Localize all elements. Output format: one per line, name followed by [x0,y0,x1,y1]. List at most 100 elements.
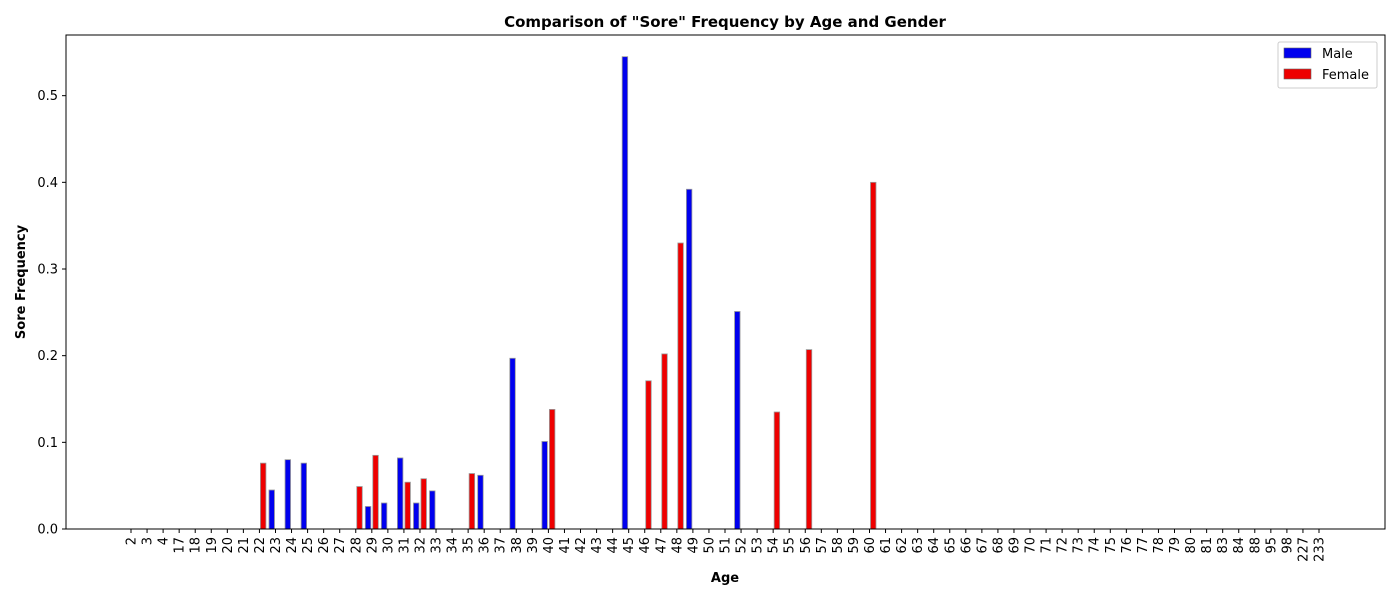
y-axis: 0.0 0.1 0.2 0.3 0.4 0.5 [37,89,66,538]
x-tick-label: 73 [1072,537,1087,554]
x-tick-label: 59 [847,537,862,554]
x-tick-label: 95 [1264,537,1279,554]
x-tick-label: 2 [125,537,140,545]
x-tick-label: 52 [735,537,750,554]
y-tick-label: 0.3 [37,263,58,278]
bar-female-29 [372,454,379,530]
bar-female-56 [805,349,813,530]
bar-male-49 [685,188,693,530]
bar-male-25 [300,462,307,530]
x-tick-label: 19 [205,537,220,554]
legend-label-female: Female [1322,68,1369,83]
x-tick-label: 4 [157,537,172,545]
x-tick-label: 53 [751,537,766,554]
x-tick-label: 98 [1280,537,1295,554]
bars-layer [260,56,877,530]
x-tick-label: 57 [815,537,830,554]
x-tick-label: 30 [381,537,396,554]
y-tick-label: 0.5 [37,89,58,104]
x-axis: 2 3 4 17 18 19 20 21 22 23 24 25 26 27 28 29 30 31 32 33 34 3… [125,529,1328,562]
x-tick-label: 25 [301,537,316,554]
x-tick-label: 38 [510,537,525,554]
y-tick-label: 0.4 [37,176,58,191]
x-tick-label: 48 [670,537,685,554]
x-tick-label: 66 [959,537,974,554]
bar-female-47 [661,353,668,530]
y-axis-label: Sore Frequency [14,224,29,339]
bar-female-46 [645,380,652,530]
x-tick-label: 37 [494,537,509,554]
x-tick-label: 33 [430,537,445,554]
x-tick-label: 227 [1296,537,1311,562]
bar-male-32 [413,502,420,530]
x-tick-label: 78 [1152,537,1167,554]
x-tick-label: 23 [269,537,284,554]
x-tick-label: 50 [702,537,717,554]
bar-male-45 [621,56,629,530]
bar-female-28 [356,486,363,530]
x-tick-label: 42 [574,537,589,554]
y-tick-label: 0.2 [37,349,58,364]
bar-female-31 [404,481,411,530]
x-tick-label: 65 [943,537,958,554]
x-tick-label: 31 [397,537,412,554]
chart-title: Comparison of "Sore" Frequency by Age an… [504,13,946,31]
x-tick-label: 55 [783,537,798,554]
bar-male-23 [268,489,275,530]
x-tick-label: 46 [638,537,653,554]
x-tick-label: 63 [911,537,926,554]
bar-male-52 [734,311,741,530]
bar-male-33 [429,490,436,530]
x-tick-label: 41 [558,537,573,554]
legend-label-male: Male [1322,47,1353,62]
y-tick-label: 0.0 [37,523,58,538]
bar-female-40 [549,408,556,530]
x-tick-label: 71 [1040,537,1055,554]
x-tick-label: 3 [141,537,156,545]
x-tick-label: 27 [333,537,348,554]
x-tick-label: 40 [542,537,557,554]
bar-female-54 [773,411,781,530]
x-tick-label: 17 [173,537,188,554]
y-tick-label: 0.1 [37,436,58,451]
bar-female-35 [468,473,476,530]
x-tick-label: 49 [686,537,701,554]
x-tick-label: 45 [622,537,637,554]
x-tick-label: 28 [349,537,364,554]
x-tick-label: 64 [927,537,942,554]
x-tick-label: 21 [237,537,252,554]
x-tick-label: 74 [1088,537,1103,554]
bar-female-60 [870,181,877,530]
x-tick-label: 32 [413,537,428,554]
bar-male-38 [509,357,516,530]
x-tick-label: 72 [1056,537,1071,554]
x-tick-label: 60 [863,537,878,554]
x-tick-label: 34 [446,537,461,554]
x-tick-label: 54 [767,537,782,554]
x-tick-label: 24 [285,537,300,554]
x-tick-label: 58 [831,537,846,554]
x-axis-label: Age [711,571,739,586]
x-tick-label: 77 [1136,537,1151,554]
plot-frame [65,34,1386,530]
x-tick-label: 29 [365,537,380,554]
x-tick-label: 88 [1248,537,1263,554]
x-tick-label: 70 [1024,537,1039,554]
x-tick-label: 26 [317,537,332,554]
x-tick-label: 76 [1120,537,1135,554]
bar-male-40 [541,441,548,530]
x-tick-label: 83 [1216,537,1231,554]
x-tick-label: 80 [1184,537,1199,554]
x-tick-label: 81 [1200,537,1215,554]
x-tick-label: 67 [975,537,990,554]
x-tick-label: 84 [1232,537,1247,554]
bar-female-48 [677,242,684,530]
bar-male-29 [364,506,372,530]
x-tick-label: 69 [1007,537,1022,554]
x-tick-label: 75 [1104,537,1119,554]
x-tick-label: 79 [1168,537,1183,554]
x-tick-label: 51 [719,537,734,554]
x-tick-label: 44 [606,537,621,554]
bar-female-22 [260,462,267,530]
